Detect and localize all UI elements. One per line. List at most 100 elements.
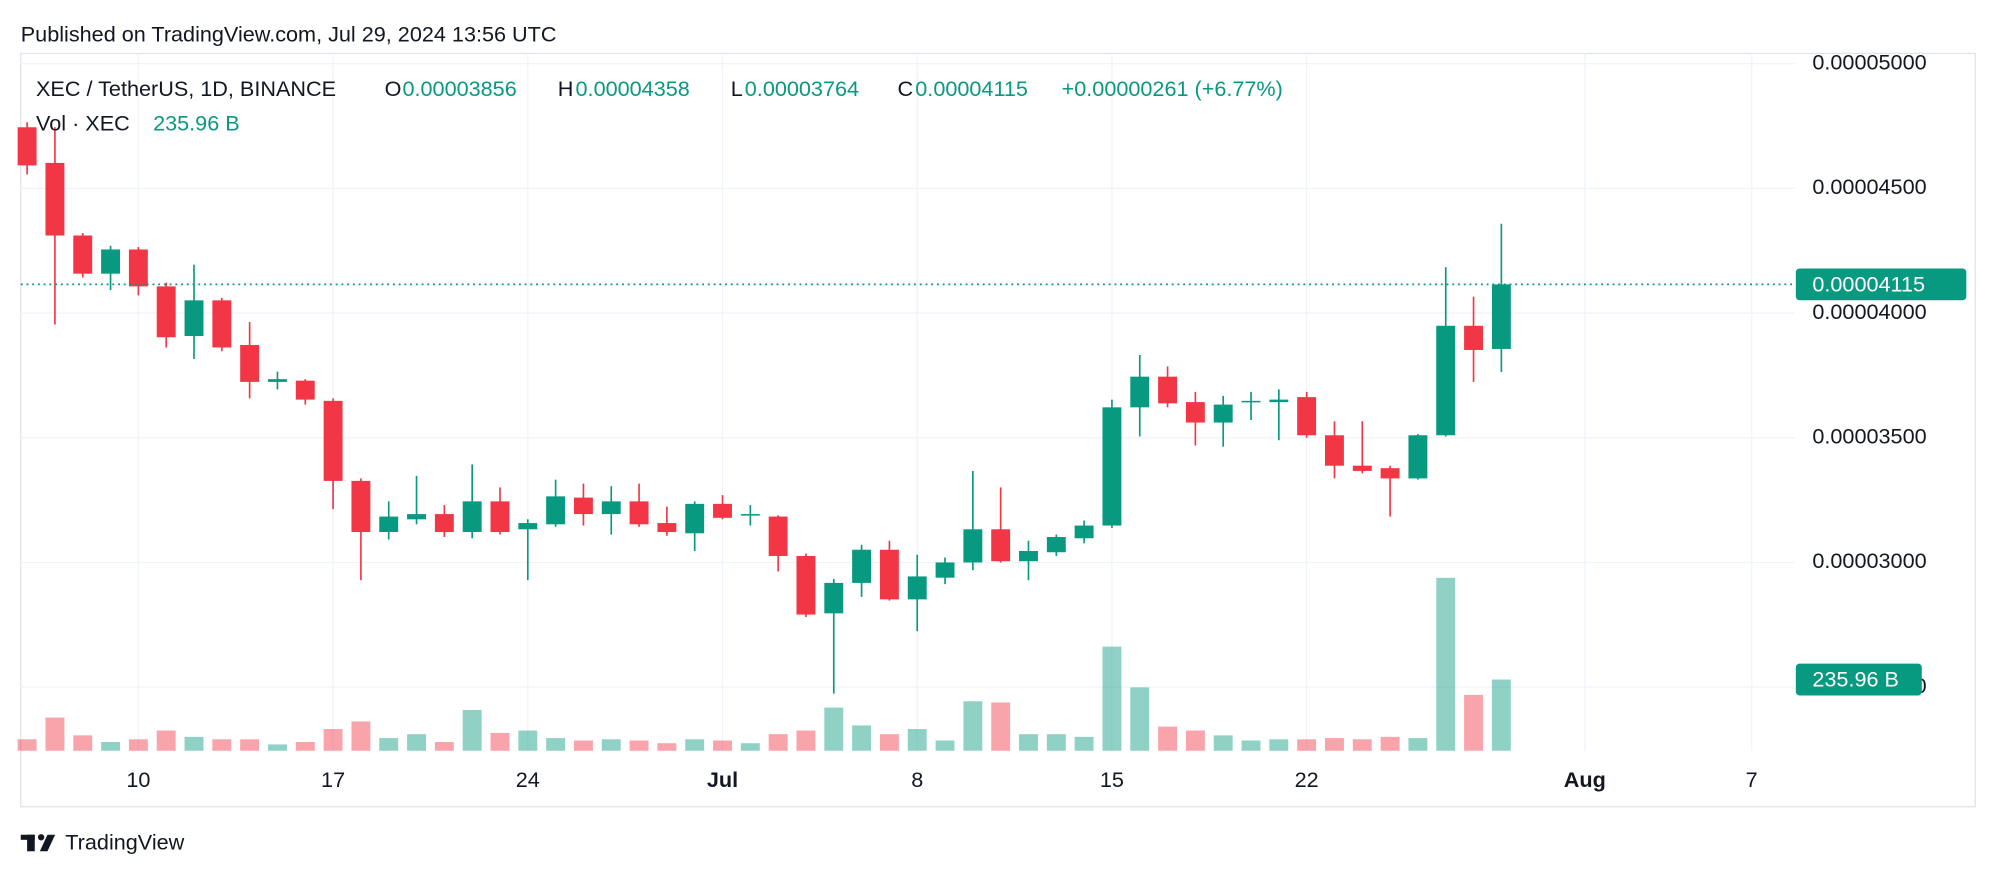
volume-bar bbox=[935, 740, 955, 751]
y-tick-label: 0.00004000 bbox=[1812, 299, 1926, 324]
volume-bar bbox=[323, 729, 343, 751]
candle-body bbox=[796, 555, 816, 615]
volume-bar bbox=[1185, 730, 1205, 751]
candle-body bbox=[1380, 468, 1400, 479]
candle-body bbox=[17, 127, 37, 166]
candle-body bbox=[1130, 376, 1150, 408]
volume-badge-label: 235.96 B bbox=[1812, 667, 1899, 692]
candle-body bbox=[128, 249, 148, 287]
volume-bar bbox=[991, 702, 1011, 751]
volume-bar bbox=[740, 743, 760, 751]
change-value: +0.00000261 (+6.77%) bbox=[1062, 76, 1283, 101]
x-tick-label: 22 bbox=[1295, 767, 1319, 792]
candle-body bbox=[351, 480, 371, 533]
volume-bar bbox=[685, 739, 705, 751]
candle-body bbox=[573, 497, 593, 515]
candle-body bbox=[1352, 465, 1372, 471]
x-tick-label: 10 bbox=[126, 767, 150, 792]
volume-bar bbox=[434, 742, 454, 751]
volume-badge bbox=[1795, 663, 1922, 696]
candle-body bbox=[657, 523, 677, 533]
candle-body bbox=[991, 529, 1011, 562]
close-value: 0.00004115 bbox=[915, 76, 1028, 101]
y-tick-label: 0.00003500 bbox=[1812, 423, 1926, 448]
volume-bar bbox=[351, 721, 371, 751]
x-tick-label: 24 bbox=[516, 767, 540, 792]
candle-body bbox=[1464, 325, 1484, 350]
volume-bar bbox=[1046, 734, 1066, 751]
x-tick-label: Aug bbox=[1564, 767, 1606, 792]
volume-bar bbox=[573, 740, 593, 751]
candle-body bbox=[1241, 400, 1261, 403]
volume-bar bbox=[1213, 735, 1233, 751]
volume-bar bbox=[1019, 734, 1038, 751]
published-header: Published on TradingView.com, Jul 29, 20… bbox=[21, 21, 557, 46]
candle-body bbox=[462, 501, 482, 533]
ohlc-label: C bbox=[897, 76, 913, 101]
volume-bar bbox=[963, 701, 983, 751]
candle-body bbox=[323, 400, 343, 481]
volume-bar bbox=[462, 710, 482, 751]
x-tick-label: Jul bbox=[707, 767, 738, 792]
ohlc-label: O bbox=[385, 76, 402, 101]
candle-body bbox=[101, 249, 121, 274]
candle-body bbox=[1102, 407, 1122, 526]
candle-body bbox=[740, 514, 760, 516]
candle-body bbox=[1325, 435, 1344, 466]
y-tick-label: 0.00004500 bbox=[1812, 174, 1926, 199]
candle-body bbox=[1297, 397, 1317, 436]
open-value: 0.00003856 bbox=[402, 76, 516, 101]
volume-bar bbox=[407, 734, 426, 751]
volume-bar bbox=[852, 725, 872, 751]
candle-body bbox=[1213, 404, 1233, 423]
candle-body bbox=[518, 523, 538, 530]
volume-bar bbox=[1158, 726, 1178, 751]
candle-body bbox=[1436, 325, 1456, 436]
candle-body bbox=[212, 300, 232, 348]
candle-body bbox=[1074, 525, 1094, 539]
brand-name: TradingView bbox=[65, 829, 184, 854]
ohlc-label: L bbox=[731, 76, 743, 101]
candle-body bbox=[824, 582, 844, 614]
volume-bar bbox=[1269, 739, 1289, 751]
volume-bar bbox=[1352, 739, 1372, 751]
volume-bar bbox=[240, 739, 260, 751]
chart-title: XEC / TetherUS, 1D, BINANCE bbox=[36, 76, 336, 101]
candle-body bbox=[45, 162, 65, 236]
candle-body bbox=[768, 516, 788, 556]
grid bbox=[20, 53, 1795, 751]
x-tick-label: 7 bbox=[1746, 767, 1758, 792]
volume-bar bbox=[267, 744, 287, 751]
volume-bar bbox=[73, 735, 93, 751]
volume-bar bbox=[1297, 739, 1317, 751]
volume-bar bbox=[713, 740, 732, 751]
volume-bar bbox=[1491, 679, 1511, 751]
candle-body bbox=[546, 496, 566, 525]
candle-body bbox=[490, 501, 510, 533]
volume-bar bbox=[45, 717, 65, 751]
volume-bar bbox=[824, 707, 844, 751]
candle-body bbox=[379, 516, 399, 533]
ohlc-label: H bbox=[558, 76, 574, 101]
volume-bar bbox=[796, 730, 816, 751]
volume-bar bbox=[101, 742, 121, 751]
volume-value: 235.96 B bbox=[153, 110, 240, 135]
volume-bar bbox=[1241, 740, 1261, 751]
candle-body bbox=[1408, 435, 1428, 479]
volume-title: Vol · XEC bbox=[36, 110, 130, 135]
x-tick-label: 17 bbox=[321, 767, 345, 792]
x-tick-label: 15 bbox=[1100, 767, 1124, 792]
candle-body bbox=[935, 562, 955, 578]
volume-bar bbox=[601, 739, 621, 751]
volume-bar bbox=[657, 743, 677, 751]
candle-body bbox=[1019, 550, 1038, 562]
candle-body bbox=[629, 501, 649, 525]
overlay: 0.00004115 235.96 B bbox=[20, 268, 1967, 696]
marks bbox=[17, 122, 1511, 751]
y-tick-label: 0.00003000 bbox=[1812, 548, 1926, 573]
low-value: 0.00003764 bbox=[745, 76, 859, 101]
volume-bar bbox=[1102, 646, 1122, 751]
volume-bar bbox=[1130, 687, 1150, 751]
